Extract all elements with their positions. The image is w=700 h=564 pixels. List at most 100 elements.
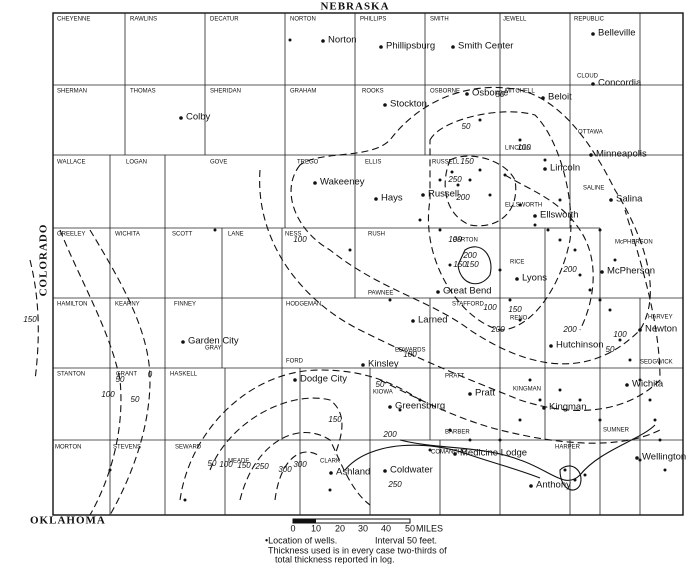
town-label: Salina xyxy=(616,194,643,205)
well xyxy=(653,418,657,422)
town-dot xyxy=(589,153,593,157)
well xyxy=(573,248,577,252)
town-label: Kinsley xyxy=(368,359,399,370)
kansas-boundary xyxy=(52,12,684,516)
well xyxy=(468,438,472,442)
contour-label: 250 xyxy=(447,175,462,184)
town-dot xyxy=(421,193,425,197)
contour-label: 200 xyxy=(455,193,470,202)
county-label: SUMNER xyxy=(603,428,630,434)
town-label: McPherson xyxy=(607,266,655,277)
county-label: KEARNY xyxy=(115,302,140,308)
well xyxy=(328,488,332,492)
county-label: COMANCHE xyxy=(431,450,466,456)
county-label: ELLSWORTH xyxy=(505,203,542,209)
county-label: HARVEY xyxy=(648,315,673,321)
well xyxy=(583,473,587,477)
town-dot xyxy=(453,452,457,456)
scale-label: 20 xyxy=(335,523,345,533)
county-label: EDWARDS xyxy=(395,348,425,354)
contour-label: 100 xyxy=(219,460,233,469)
town-label: Hutchinson xyxy=(556,340,604,351)
county-label: RUSH xyxy=(368,232,385,238)
legend-interval: Interval 50 feet. xyxy=(375,535,437,545)
county-lines xyxy=(53,13,683,515)
contour-label: 200 xyxy=(462,251,477,260)
contour-label: 50 xyxy=(462,122,471,131)
county-label: GOVE xyxy=(210,160,227,166)
town-dot xyxy=(468,392,472,396)
town-dot xyxy=(533,214,537,218)
town-dot xyxy=(541,96,545,100)
town-label: Anthony xyxy=(536,480,571,491)
county-label: RICE xyxy=(510,260,524,266)
well xyxy=(538,398,542,402)
county-label: BARTON xyxy=(453,238,478,244)
well xyxy=(518,418,522,422)
contour-label: 150 xyxy=(328,415,342,424)
county-label: SEWARD xyxy=(175,445,202,451)
county-label: PAWNEE xyxy=(368,291,393,297)
well xyxy=(518,138,522,142)
county-label: TREGO xyxy=(297,160,319,166)
contour-label: 200 xyxy=(562,265,577,274)
contour-label: 50 xyxy=(116,375,125,384)
scale-bar-fill xyxy=(293,519,316,523)
contour-label: 150 xyxy=(465,260,479,269)
well xyxy=(628,358,632,362)
county-label: CHEYENNE xyxy=(57,17,90,23)
well xyxy=(638,378,642,382)
contour-label: 200 xyxy=(562,325,577,334)
town-dot xyxy=(361,363,365,367)
town-label: Hays xyxy=(381,193,403,204)
town-label: Minneapolis xyxy=(596,149,647,160)
well xyxy=(508,298,512,302)
county-label: JEWELL xyxy=(503,17,527,23)
well xyxy=(428,448,432,452)
town-label: Lyons xyxy=(522,273,547,284)
county-label: WALLACE xyxy=(57,160,85,166)
contours xyxy=(29,86,661,516)
legend-wells: •Location of wells. xyxy=(265,535,337,545)
town-dot xyxy=(625,383,629,387)
town-label: Wellington xyxy=(642,452,686,463)
well xyxy=(418,398,422,402)
state-label: OKLAHOMA xyxy=(30,515,106,527)
county-label: PRATT xyxy=(445,374,465,380)
county-label: GRAHAM xyxy=(290,89,316,95)
contour-label: 50 xyxy=(376,380,385,389)
well xyxy=(578,273,582,277)
county-label: GREELEY xyxy=(57,232,85,238)
well xyxy=(618,338,622,342)
contour-label: 100 xyxy=(448,235,462,244)
town-dot xyxy=(388,405,392,409)
county-label: STANTON xyxy=(57,372,85,378)
well xyxy=(183,498,187,502)
town-label: Newton xyxy=(645,324,677,335)
well xyxy=(648,398,652,402)
town-label: Greensburg xyxy=(395,401,445,412)
town-dot xyxy=(549,344,553,348)
town-label: Norton xyxy=(328,35,357,46)
well xyxy=(573,478,577,482)
scale-label: 50 xyxy=(405,523,415,533)
county-label: NORTON xyxy=(290,17,316,23)
county-label: SHERMAN xyxy=(57,89,87,95)
wells xyxy=(108,38,667,502)
scale-unit: MILES xyxy=(416,523,443,533)
contour-label: 50 xyxy=(208,459,217,468)
well xyxy=(598,228,602,232)
county-label: LANE xyxy=(228,232,244,238)
town-label: Medicine Lodge xyxy=(460,448,527,459)
county-label: SHERIDAN xyxy=(210,89,241,95)
legend-note: total thickness reported in log. xyxy=(275,554,395,564)
well xyxy=(388,298,392,302)
town-dot xyxy=(179,116,183,120)
town-label: Concordia xyxy=(598,78,642,89)
town-dot xyxy=(329,471,333,475)
county-label: MEADE xyxy=(228,459,249,465)
contour-label: 200 xyxy=(382,430,397,439)
well xyxy=(498,268,502,272)
town-dot xyxy=(609,198,613,202)
town-dot xyxy=(600,270,604,274)
